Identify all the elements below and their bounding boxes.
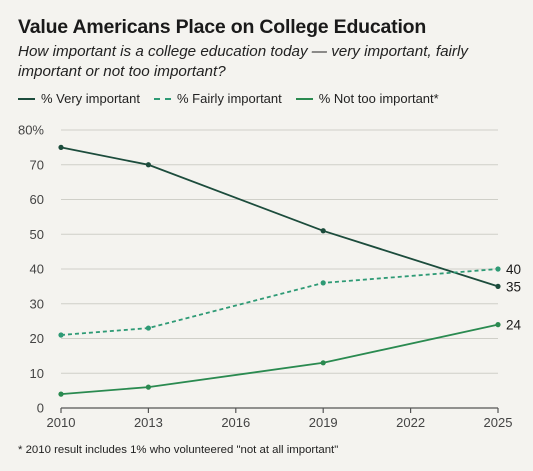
legend-label-fairly-important: % Fairly important: [177, 91, 282, 106]
end-label-fairly: 40: [506, 262, 521, 277]
legend-item-fairly-important: % Fairly important: [154, 91, 282, 106]
x-tick-label: 2010: [47, 415, 76, 430]
y-tick-label: 50: [30, 227, 44, 242]
data-point-fairly-2025: [495, 266, 501, 272]
data-point-fairly-2010: [58, 332, 64, 338]
data-point-very-2010: [58, 144, 64, 150]
data-point-not-2010: [58, 391, 64, 397]
end-label-not: 24: [506, 318, 522, 333]
data-point-not-2013: [145, 384, 151, 390]
data-point-fairly-2019: [320, 280, 326, 286]
x-tick-label: 2016: [221, 415, 250, 430]
end-label-very: 35: [506, 279, 521, 294]
y-tick-label: 30: [30, 296, 44, 311]
data-point-very-2025: [495, 283, 501, 289]
y-tick-label: 20: [30, 331, 44, 346]
chart-title: Value Americans Place on College Educati…: [18, 16, 427, 38]
x-tick-label: 2022: [396, 415, 425, 430]
data-point-fairly-2013: [145, 325, 151, 331]
y-tick-label: 0: [37, 401, 44, 416]
data-point-not-2025: [495, 322, 501, 328]
legend-item-very-important: % Very important: [18, 91, 140, 106]
y-tick-label: 80%: [18, 123, 44, 138]
legend-item-not-too-important: % Not too important*: [295, 91, 439, 106]
legend-swatch-very-important: [18, 97, 35, 100]
series-line-not: [60, 323, 499, 395]
chart-legend: % Very important % Fairly important % No…: [18, 91, 453, 106]
chart-footnote: * 2010 result includes 1% who volunteere…: [18, 444, 339, 456]
y-tick-label: 70: [30, 157, 44, 172]
legend-label-very-important: % Very important: [41, 91, 140, 106]
series-line-fairly: [60, 268, 499, 336]
x-tick-label: 2013: [134, 415, 163, 430]
data-point-not-2019: [320, 360, 326, 366]
legend-swatch-not-too-important: [295, 97, 313, 100]
data-point-very-2019: [320, 228, 326, 234]
y-tick-label: 10: [30, 366, 44, 381]
data-point-very-2013: [145, 162, 151, 168]
series-line-very: [60, 146, 499, 288]
chart-subtitle: How important is a college education tod…: [18, 43, 468, 80]
y-tick-label: 40: [30, 262, 44, 277]
x-tick-label: 2019: [309, 415, 338, 430]
y-tick-label: 60: [30, 192, 44, 207]
legend-swatch-fairly-important: [154, 97, 171, 100]
legend-label-not-too-important: % Not too important*: [318, 91, 439, 106]
x-tick-label: 2025: [484, 415, 513, 430]
